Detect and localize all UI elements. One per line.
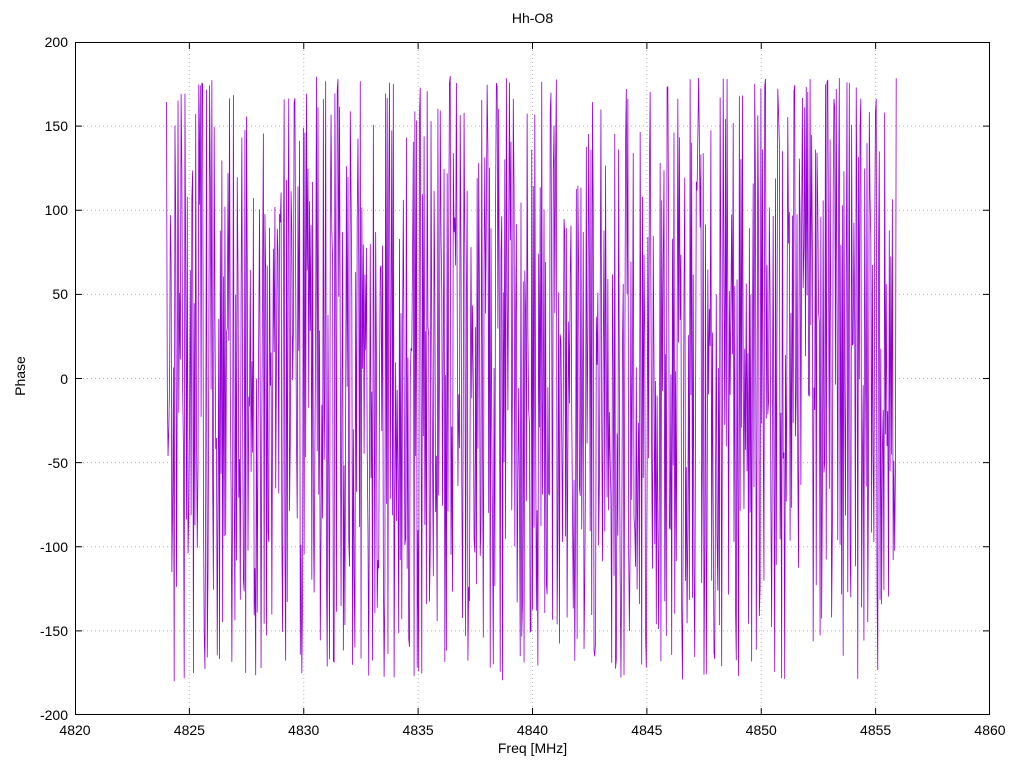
y-tick-label: 0 [60, 370, 68, 387]
y-tick-label: -150 [39, 622, 68, 639]
x-axis-label: Freq [MHz] [497, 740, 568, 756]
data-series-phase [166, 75, 897, 682]
x-tick-label: 4855 [860, 722, 892, 738]
x-tick-label: 4860 [974, 722, 1006, 738]
plot-svg [75, 42, 990, 715]
x-tick-label: 4840 [516, 722, 549, 738]
y-tick-label: -50 [47, 454, 68, 471]
x-tick-label: 4850 [745, 722, 777, 738]
plot-border [75, 42, 990, 715]
x-tick-label: 4830 [288, 722, 320, 738]
x-tick-label: 4835 [402, 722, 434, 738]
y-tick-label: 150 [44, 118, 68, 135]
plot-area [75, 42, 990, 715]
x-tick-label: 4820 [59, 722, 91, 738]
y-tick-label: 200 [44, 34, 68, 50]
chart-title: Hh-O8 [511, 10, 554, 26]
x-tick-label: 4845 [631, 722, 663, 738]
x-tick-label: 4825 [173, 722, 205, 738]
y-tick-label: 50 [52, 286, 68, 303]
y-tick-label: -100 [39, 538, 68, 555]
y-tick-label: -200 [39, 707, 68, 723]
y-tick-label: 100 [44, 202, 68, 219]
